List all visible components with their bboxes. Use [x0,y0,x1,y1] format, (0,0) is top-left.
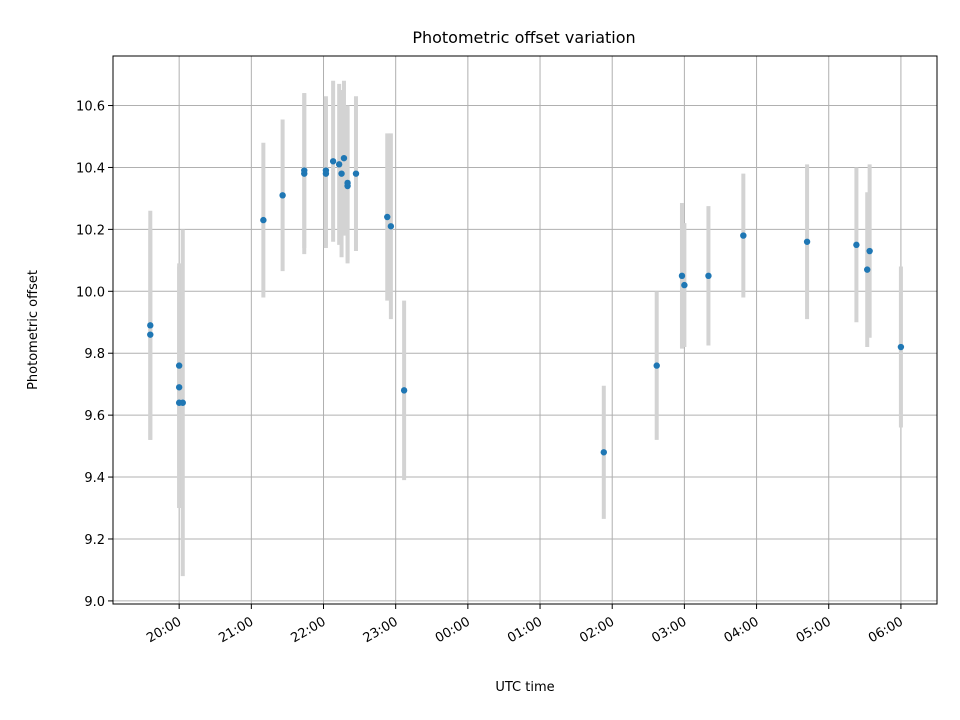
data-point-28 [803,238,811,245]
x-tick-label-9: 05:00 [794,614,834,646]
data-point-14 [338,170,345,177]
data-point-15 [340,154,348,162]
y-axis-ticks: 9.0 9.2 9.4 9.6 9.8 10.0 10.2 10.4 10.6 [76,100,113,610]
data-point-1 [147,331,154,338]
data-points [147,154,905,456]
data-point-27 [740,232,747,239]
data-point-7 [279,192,286,199]
x-axis-ticks: 20:00 21:00 22:00 23:00 00:00 01:00 02:00 03:00… [144,604,906,646]
data-point-18 [352,170,360,177]
data-point-26 [705,272,712,280]
data-point-17 [344,179,351,187]
chart-title: Photometric offset variation [412,28,635,47]
data-point-21 [400,387,408,394]
data-point-19 [384,213,391,221]
x-tick-label-8: 04:00 [722,614,762,646]
data-point-12 [329,158,337,165]
data-point-24 [678,272,686,280]
data-point-9 [301,167,308,174]
x-tick-label-5: 01:00 [505,614,545,646]
y-tick-label-2: 9.4 [84,471,105,486]
x-tick-label-6: 02:00 [577,614,617,646]
y-tick-label-4: 9.8 [84,347,105,362]
x-axis-label: UTC time [495,680,554,695]
data-point-6 [260,216,267,224]
data-point-32 [897,343,905,351]
plot-frame [112,55,938,605]
y-tick-label-1: 9.2 [84,533,105,548]
data-point-22 [600,449,607,456]
x-tick-label-2: 22:00 [289,614,329,646]
error-bars [148,80,903,577]
y-tick-label-0: 9.0 [84,595,105,610]
data-point-3 [175,384,183,391]
data-point-13 [335,161,343,168]
x-tick-label-4: 00:00 [433,614,473,646]
x-tick-label-3: 23:00 [361,614,401,646]
data-point-2 [175,362,183,369]
data-point-25 [681,281,688,289]
data-point-5 [179,399,186,406]
data-point-23 [653,362,660,369]
data-point-0 [147,322,154,329]
y-axis-label: Photometric offset [26,270,41,390]
x-tick-label-10: 06:00 [866,614,906,646]
y-tick-label-7: 10.4 [76,161,105,176]
y-tick-label-8: 10.6 [76,100,105,115]
y-tick-label-3: 9.6 [84,409,105,424]
data-point-30 [864,266,871,273]
y-tick-label-6: 10.2 [76,223,105,238]
x-tick-label-0: 20:00 [144,614,184,646]
data-point-11 [322,170,330,177]
y-tick-label-5: 10.0 [76,285,105,300]
data-point-20 [387,223,395,230]
x-tick-label-7: 03:00 [649,614,689,646]
data-point-29 [853,241,860,249]
x-tick-label-1: 21:00 [216,614,256,646]
data-point-31 [866,247,873,255]
grid-lines [113,56,937,604]
